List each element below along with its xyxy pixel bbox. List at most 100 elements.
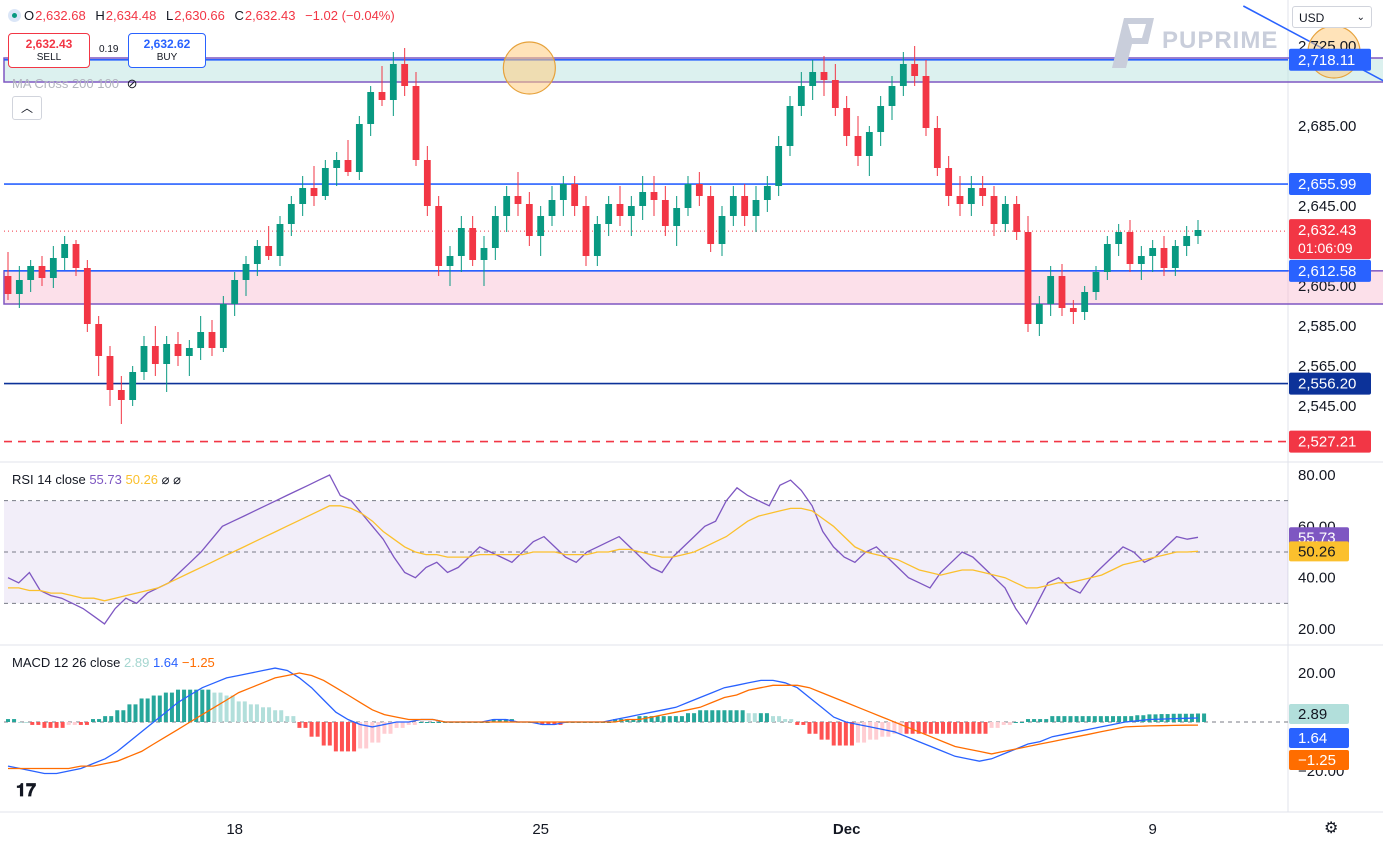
macd-histogram-bar [224,695,229,722]
macd-histogram-bar [1056,716,1061,722]
candle-body [106,356,114,390]
macd-histogram-bar [971,722,976,734]
macd-histogram-bar [801,722,806,725]
macd-histogram-bar [874,722,879,740]
candle-body [616,204,624,216]
candle-body [231,280,239,304]
ma-indicator-label: MA Cross 200 100 [12,76,119,91]
ohlc-legend: O2,632.68 H2,634.48 L2,630.66 C2,632.43 … [8,8,401,23]
tradingview-logo-icon[interactable]: 𝟏𝟕 [16,780,37,800]
high-value: 2,634.48 [105,8,157,23]
candle-body [423,160,431,206]
macd-histogram-bar [1129,716,1134,722]
candle-body [174,344,182,356]
buy-button[interactable]: 2,632.62 BUY [128,33,206,68]
candle-body [38,266,46,278]
candle-body [605,204,613,224]
candle-body [548,200,556,216]
macd-histogram-bar [309,722,314,737]
macd-histogram-bar [837,722,842,746]
sell-button[interactable]: 2,632.43 SELL [8,33,90,68]
candle-body [537,216,545,236]
macd-histogram-bar [364,722,369,749]
macd-histogram-bar [934,722,939,734]
macd-histogram-bar [983,722,988,734]
macd-histogram-bar [54,722,59,728]
macd-value-tag-label: −1.25 [1298,752,1336,769]
macd-histogram-bar [431,722,435,723]
macd-histogram-bar [139,698,144,722]
macd-histogram-bar [655,716,660,722]
macd-histogram-bar [103,716,108,722]
macd-histogram-bar [303,722,308,728]
macd-histogram-bar [315,722,320,737]
macd-histogram-bar [12,719,17,722]
price-tag [1289,219,1371,260]
low-label: L [165,8,174,23]
rsi-value: 55.73 [89,472,122,487]
rsi-axis-label: 20.00 [1298,621,1336,638]
ma-indicator-legend[interactable]: MA Cross 200 100 ⊘ [12,76,137,92]
currency-select[interactable]: USD ⌄ [1292,6,1372,28]
macd-histogram-bar [959,722,964,734]
macd-histogram-bar [795,722,800,725]
candle-body [1001,204,1009,224]
candle-body [503,196,511,216]
collapse-legend-button[interactable]: ︿ [12,96,42,120]
macd-value-tag [1289,750,1349,770]
macd-histogram-bar [825,722,830,740]
macd-histogram-bar [1086,716,1091,722]
settings-gear-icon[interactable]: ⚙ [1324,820,1339,837]
price-tag [1289,372,1371,395]
macd-histogram-bar [886,722,891,737]
spread-value: 0.19 [99,44,119,55]
macd-signal-value: −1.25 [181,655,215,670]
macd-histogram-bar [394,722,399,728]
macd-histogram-bar [285,716,290,722]
macd-histogram-bar [145,698,150,722]
macd-histogram-bar [1141,715,1146,722]
time-axis-label: 25 [532,821,549,838]
candle-body [763,186,771,200]
candle-body [1047,276,1055,304]
candle-body [1171,246,1179,268]
macd-histogram-bar [194,689,199,722]
currency-value: USD [1299,11,1325,25]
macd-histogram-bar [947,722,952,734]
buy-label: BUY [156,52,178,63]
macd-histogram-bar [625,719,630,722]
macd-histogram-bar [686,713,690,722]
macd-histogram-bar [218,692,223,722]
macd-histogram-bar [30,722,35,725]
market-status-icon [8,9,21,22]
candle-body [15,280,23,294]
macd-value-tag [1289,728,1349,748]
macd-histogram-bar [667,716,672,722]
macd-histogram-bar [157,695,162,722]
hidden-eye-icon[interactable]: ⊘ [126,76,138,91]
macd-histogram-bar [261,707,265,722]
chevron-up-icon: ︿ [20,101,33,115]
macd-histogram-bar [849,722,854,746]
price-axis-label: 2,545.00 [1298,398,1356,415]
macd-histogram-bar [91,719,95,722]
rsi-ma-value: 50.26 [125,472,159,487]
macd-histogram-bar [121,710,126,722]
time-axis-label: 9 [1148,821,1156,838]
macd-histogram-bar [898,722,903,734]
macd-histogram-bar [424,722,429,723]
candle-body [1126,232,1134,264]
macd-histogram-bar [242,701,247,722]
macd-histogram-bar [1001,722,1006,725]
candle-body [956,196,964,204]
price-tag [1289,173,1371,196]
rsi-title: RSI 14 close [12,472,86,487]
candle-body [163,344,171,364]
candle-body [752,200,760,216]
candle-body [1137,256,1145,264]
macd-histogram-bar [188,689,193,722]
candle-body [185,348,193,356]
candle-body [27,266,35,280]
macd-histogram-bar [267,707,272,722]
macd-histogram-bar [613,719,618,722]
